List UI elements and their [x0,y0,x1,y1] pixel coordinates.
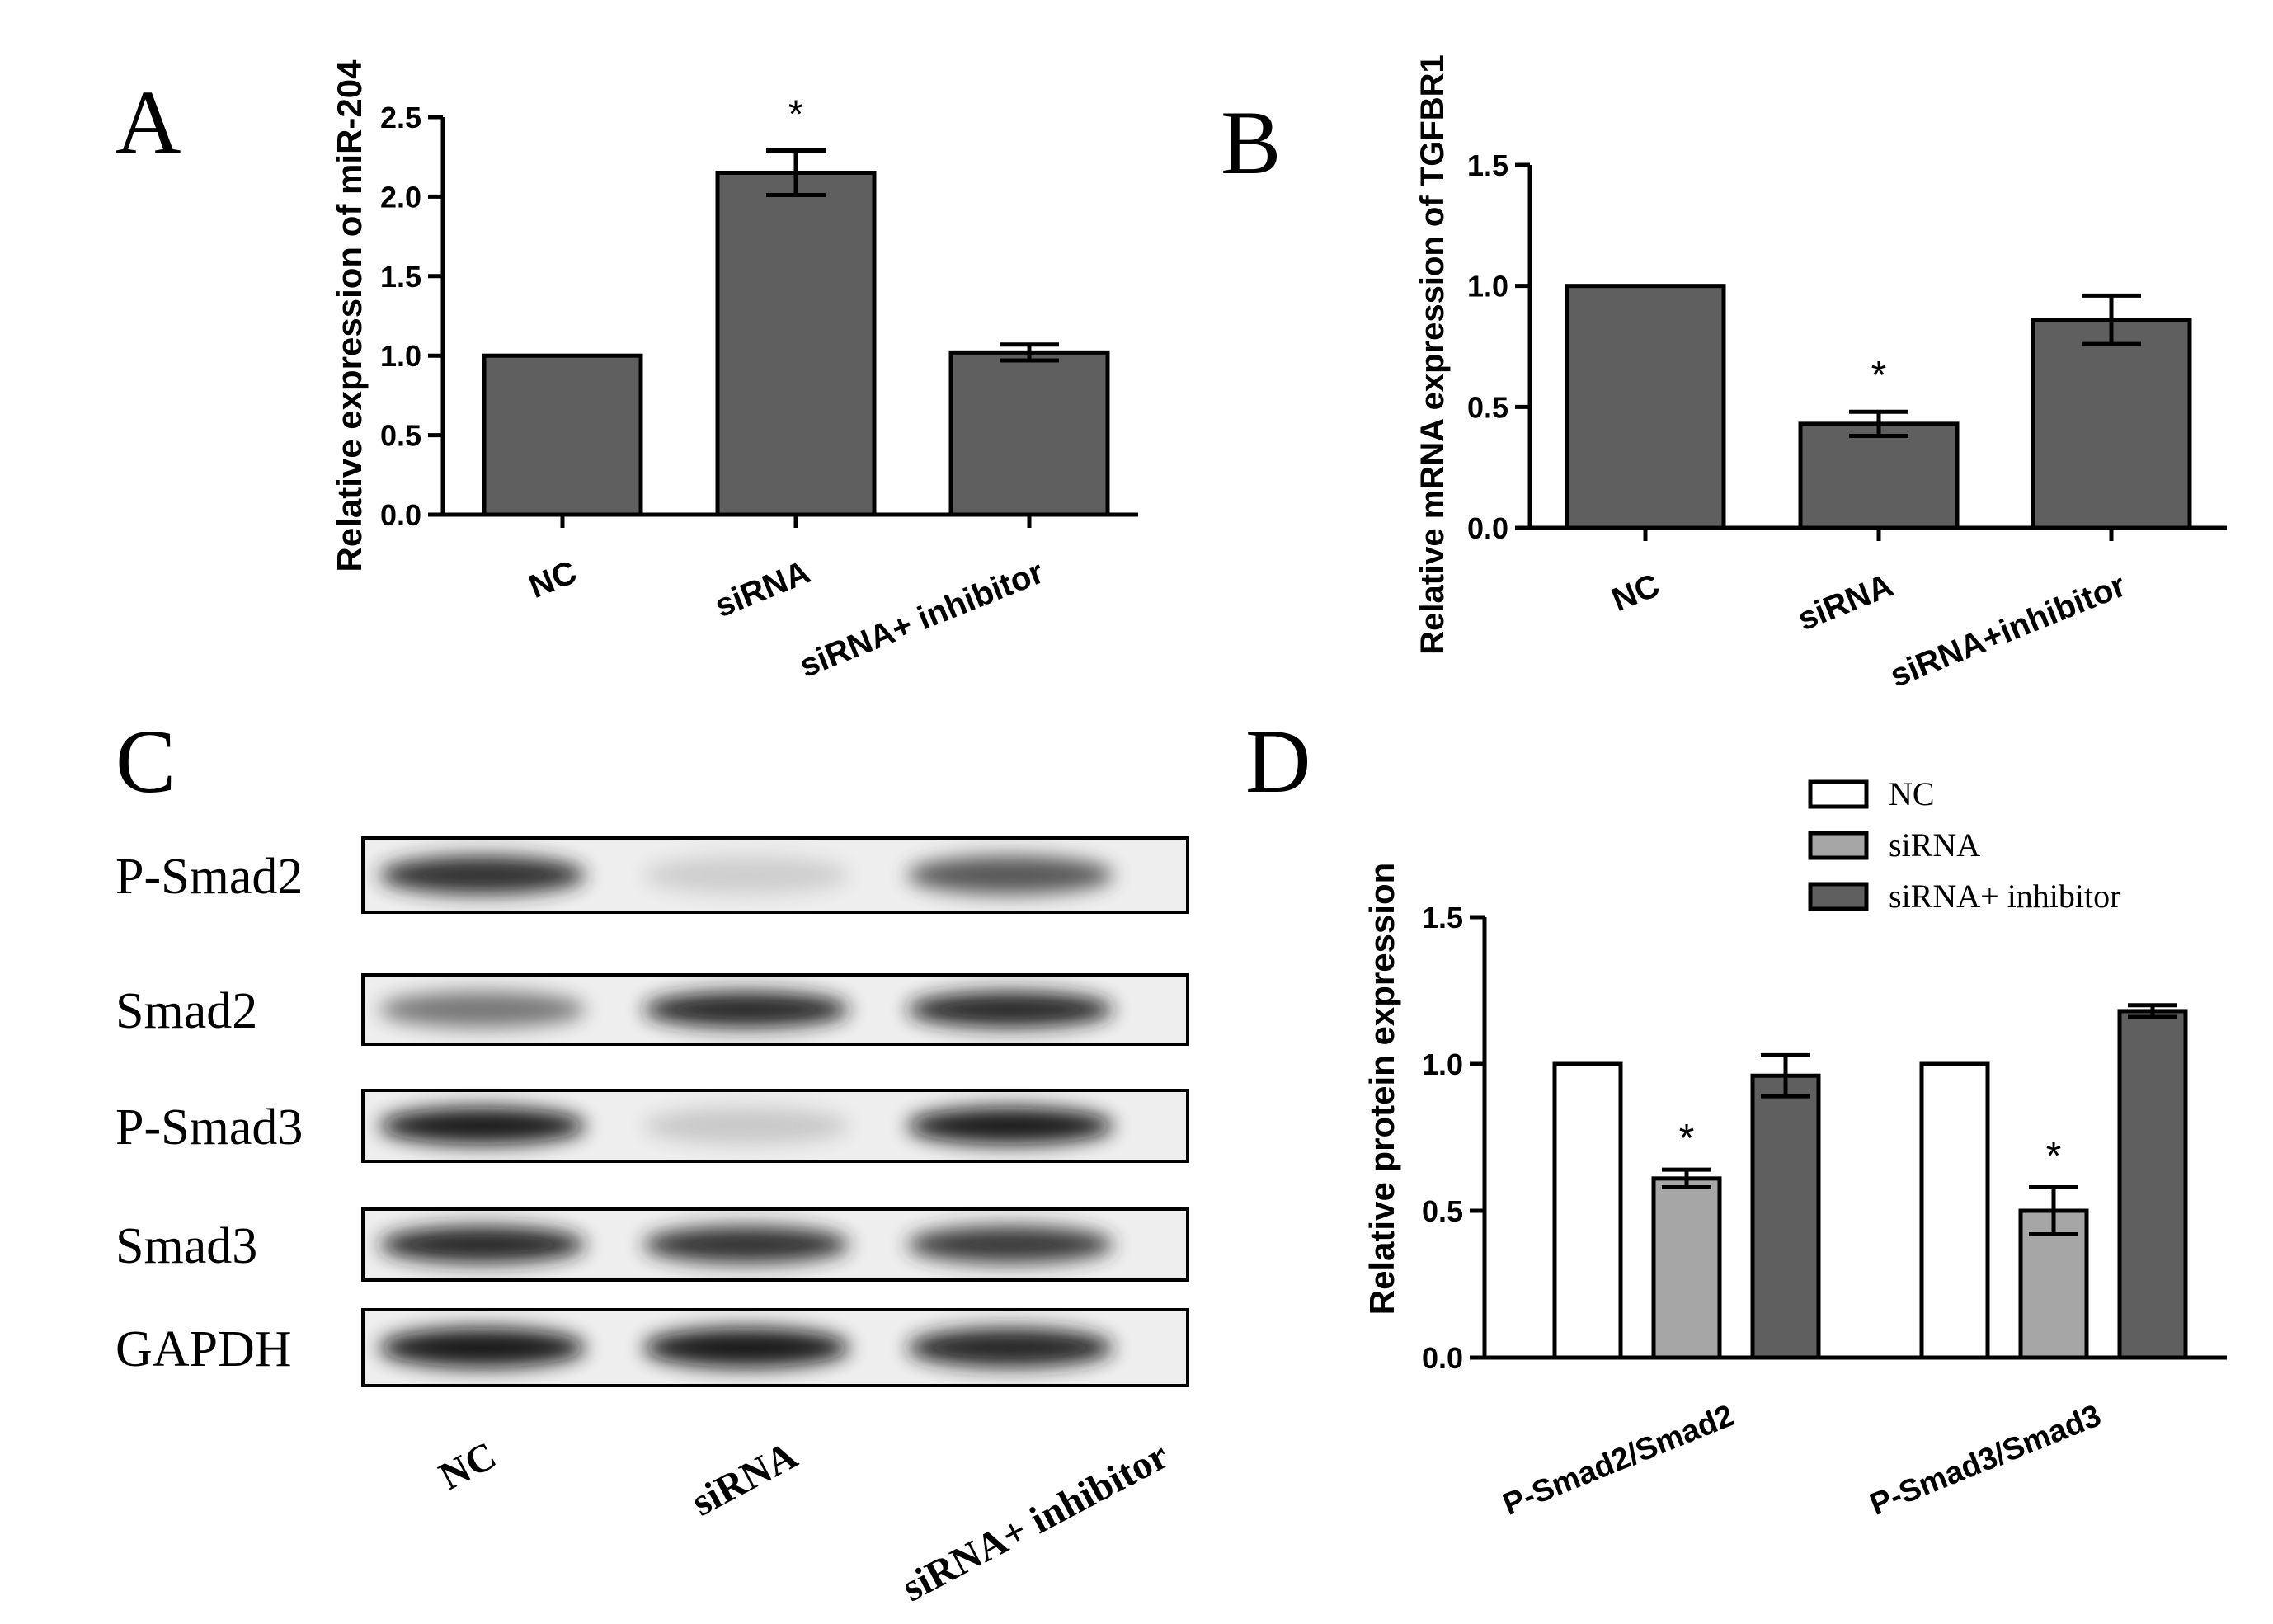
a-ytick-label: 0.5 [380,419,421,453]
b-bar [1798,421,1960,530]
a-xtick-label: NC [524,554,581,605]
b-xtick-label: siRNA+inhibitor [1885,567,2131,694]
d-legend-label: siRNA [1889,826,1980,864]
panel-label-a: A [115,72,181,172]
blot-band [643,1328,849,1367]
d-xtick-label: P-Smad2/Smad2 [1499,1398,1739,1522]
a-xtick-label: siRNA+ inhibitor [794,554,1048,685]
d-bar [2117,1009,2188,1360]
a-bar [482,353,643,517]
blot-row-label: P-Smad2 [115,849,303,905]
a-bar [715,170,877,517]
blot-lane-label: siRNA+ inhibitor [895,1433,1175,1610]
panel-d-chart: 0.0 0.5 1.0 1.5 * * P-Smad2/Smad2 P-Smad3/Sma… [1362,775,2227,1523]
d-significance-star: * [1679,1117,1695,1160]
b-ytick-label: 0.5 [1467,390,1508,424]
d-bar [1919,1061,1990,1360]
a-ytick-label: 2.5 [380,101,421,134]
d-ytick-label: 1.0 [1422,1047,1463,1081]
a-ytick-label: 1.5 [380,260,421,294]
a-significance-star: * [788,92,804,136]
blot-lane-label: NC [432,1433,503,1499]
panel-label-b: B [1221,92,1281,193]
b-ytick-label: 1.0 [1467,270,1508,304]
blot-row-label: GAPDH [115,1321,292,1377]
blot-lane-label: siRNA [685,1433,804,1525]
a-bar [948,350,1110,517]
b-bar [2031,318,2192,530]
blot-band [907,1107,1113,1145]
blot-band [643,991,849,1028]
blot-band [643,855,849,895]
blot-band [907,1328,1113,1367]
panel-label-d: D [1245,711,1311,812]
blot-band [907,855,1113,895]
a-ytick-label: 2.0 [380,180,421,214]
a-xtick-label: siRNA [710,554,816,625]
d-bar [1651,1176,1722,1360]
a-ytick-label: 0.0 [380,498,421,532]
b-ytick-label: 1.5 [1467,148,1508,182]
d-xtick-label: P-Smad3/Smad3 [1866,1398,2106,1522]
a-ytick-label: 1.0 [380,339,421,373]
d-significance-star: * [2046,1135,2062,1179]
panel-a-ylabel: Relative expression of miR-204 [330,59,369,572]
blot-band [643,1226,849,1264]
blot-row-label: Smad2 [115,983,257,1039]
blot-band [379,991,586,1028]
blot-band [379,1107,586,1145]
panel-label-c: C [115,711,176,812]
panel-b-ylabel: Relative mRNA expression of TGFBR1 [1414,54,1451,655]
panel-d-legend: NC siRNA siRNA+ inhibitor [1808,775,2120,915]
d-legend-label: siRNA+ inhibitor [1889,878,2120,915]
b-xtick-label: siRNA [1793,567,1899,638]
blot-band [907,991,1113,1028]
d-legend-label: NC [1889,775,1935,812]
d-legend-swatch [1808,831,1869,860]
d-bar [1750,1073,1821,1360]
d-legend-swatch [1808,779,1869,809]
d-ytick-label: 0.0 [1422,1341,1463,1375]
b-significance-star: * [1871,354,1887,398]
b-xtick-label: NC [1607,567,1664,619]
b-ytick-label: 0.0 [1467,511,1508,545]
blot-band [643,1107,849,1145]
blot-band [907,1226,1113,1264]
blot-band [379,1328,586,1367]
d-ytick-label: 1.5 [1422,901,1463,934]
panel-d-ylabel: Relative protein expression [1362,863,1401,1316]
blot-band [379,855,586,895]
blot-row-label: Smad3 [115,1218,257,1274]
d-ytick-label: 0.5 [1422,1194,1463,1228]
blot-band [379,1226,586,1264]
panel-c-blot: P-Smad2 Smad2 P-Smad3 Smad3 GAPDH NC siRNA siR… [115,836,1189,1610]
blot-row-label: P-Smad3 [115,1099,303,1156]
d-legend-swatch [1808,882,1869,911]
b-bar [1565,284,1726,530]
d-bar [1552,1061,1623,1360]
